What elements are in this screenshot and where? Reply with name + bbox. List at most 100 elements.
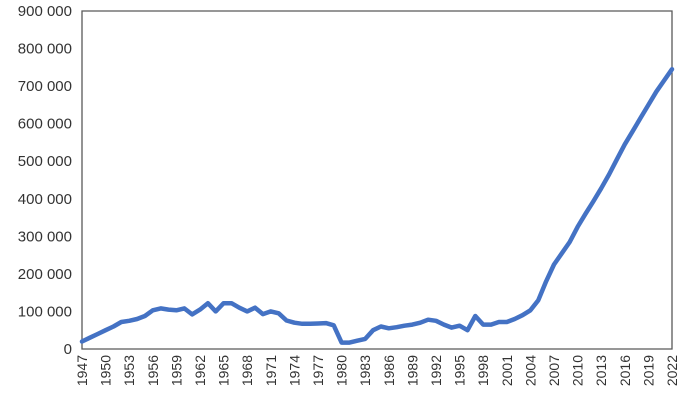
x-tick-label: 1977 [310, 355, 326, 386]
data-point-1981 [348, 341, 352, 345]
data-point-2012 [591, 199, 595, 203]
data-point-2004 [528, 308, 532, 312]
data-point-1964 [214, 309, 218, 313]
data-point-1975 [300, 322, 304, 326]
x-tick-label: 1956 [145, 355, 161, 386]
y-tick-label: 500 000 [18, 153, 72, 170]
data-point-2020 [654, 90, 658, 94]
data-point-1969 [253, 306, 257, 310]
x-tick-label: 1995 [452, 355, 468, 386]
data-point-1954 [135, 317, 139, 321]
data-point-1958 [167, 308, 171, 312]
data-point-1997 [473, 314, 477, 318]
data-point-1968 [245, 309, 249, 313]
data-point-1979 [332, 323, 336, 327]
x-tick-label: 1959 [168, 355, 184, 386]
data-point-1978 [324, 321, 328, 325]
data-point-1970 [261, 312, 265, 316]
data-point-1984 [371, 328, 375, 332]
data-point-1972 [277, 311, 281, 315]
x-tick-label: 1971 [263, 355, 279, 386]
data-point-1977 [316, 322, 320, 326]
plot-area-frame [81, 10, 673, 350]
x-tick-label: 2004 [522, 355, 538, 386]
data-point-1965 [222, 301, 226, 305]
data-point-1986 [387, 326, 391, 330]
y-tick-label: 600 000 [18, 116, 72, 133]
y-axis-tick-labels: 0 100 000 200 000 300 000 400 000 500 000 600 … [18, 3, 72, 358]
x-tick-label: 1986 [381, 355, 397, 386]
data-point-1955 [143, 314, 147, 318]
data-point-2021 [662, 79, 666, 83]
x-tick-label: 2001 [499, 355, 515, 386]
data-point-1990 [418, 321, 422, 325]
data-point-1998 [481, 323, 485, 327]
series-points [80, 67, 674, 344]
data-point-2017 [631, 129, 635, 133]
data-point-2001 [505, 320, 509, 324]
data-point-1995 [458, 324, 462, 328]
x-tick-label: 1947 [74, 355, 90, 386]
data-point-1996 [466, 328, 470, 332]
data-point-2019 [646, 103, 650, 107]
data-point-1987 [395, 325, 399, 329]
data-point-1976 [308, 322, 312, 326]
data-point-2007 [552, 263, 556, 267]
x-tick-label: 1974 [286, 355, 302, 386]
data-point-1952 [119, 320, 123, 324]
x-tick-label: 1989 [404, 355, 420, 386]
data-point-1967 [237, 306, 241, 310]
x-tick-label: 1983 [357, 355, 373, 386]
data-point-1959 [174, 308, 178, 312]
data-point-2016 [623, 142, 627, 146]
data-point-1973 [285, 319, 289, 323]
data-point-2022 [670, 67, 674, 71]
x-tick-label: 1968 [239, 355, 255, 386]
data-point-1985 [379, 325, 383, 329]
data-point-1999 [489, 323, 493, 327]
data-point-1948 [88, 336, 92, 340]
x-tick-label: 2019 [640, 355, 656, 386]
data-point-2011 [584, 212, 588, 216]
data-point-1957 [159, 306, 163, 310]
y-tick-label: 900 000 [18, 3, 72, 20]
y-tick-label: 800 000 [18, 41, 72, 58]
data-point-2000 [497, 320, 501, 324]
x-tick-label: 2016 [617, 355, 633, 386]
x-tick-label: 1992 [428, 355, 444, 386]
data-point-1951 [112, 325, 116, 329]
data-point-2010 [576, 225, 580, 229]
data-point-2005 [536, 298, 540, 302]
x-tick-label: 2013 [593, 355, 609, 386]
data-point-1993 [442, 323, 446, 327]
x-tick-label: 1953 [121, 355, 137, 386]
data-point-1950 [104, 328, 108, 332]
y-tick-label: 400 000 [18, 191, 72, 208]
data-point-1960 [182, 306, 186, 310]
x-tick-label: 2007 [546, 355, 562, 386]
data-point-1963 [206, 301, 210, 305]
data-point-1971 [269, 309, 273, 313]
data-point-1974 [292, 321, 296, 325]
data-point-2015 [615, 157, 619, 161]
data-point-2002 [513, 317, 517, 321]
data-point-2009 [568, 240, 572, 244]
series-line [79, 66, 675, 345]
x-tick-label: 1962 [192, 355, 208, 386]
data-point-1992 [434, 319, 438, 323]
x-axis-tick-labels: 1947 1950 1953 1956 1959 1962 1965 1968 1971 1974… [74, 355, 680, 386]
data-point-1994 [450, 326, 454, 330]
x-tick-label: 2022 [664, 355, 680, 386]
y-tick-label: 0 [64, 341, 72, 358]
data-point-2006 [544, 279, 548, 283]
data-point-1980 [340, 341, 344, 345]
data-point-2003 [521, 313, 525, 317]
data-point-2013 [599, 186, 603, 190]
data-point-1961 [190, 312, 194, 316]
data-point-1962 [198, 308, 202, 312]
y-tick-label: 700 000 [18, 78, 72, 95]
data-point-2014 [607, 172, 611, 176]
data-point-1983 [363, 337, 367, 341]
x-tick-label: 1998 [475, 355, 491, 386]
data-point-2018 [639, 116, 643, 120]
